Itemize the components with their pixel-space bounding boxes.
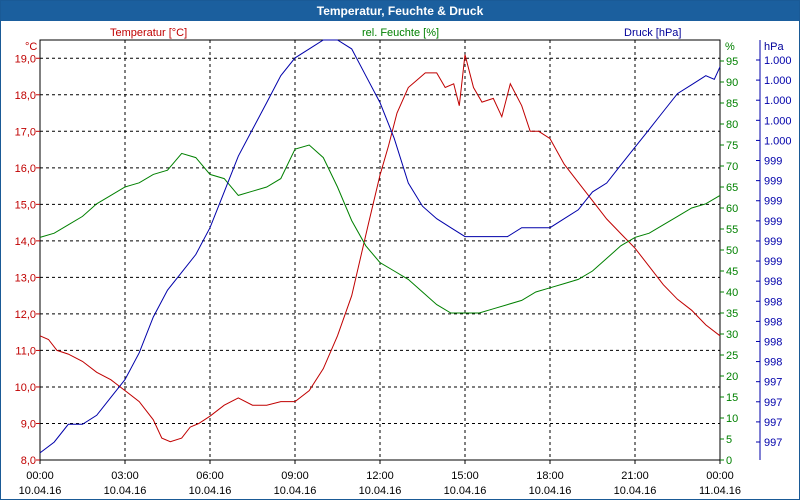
pressure-tick-label: 999 [764, 256, 782, 268]
pressure-tick-label: 999 [764, 176, 782, 188]
pressure-tick-label: 999 [764, 196, 782, 208]
temperature-tick-label: 17,0 [15, 126, 36, 138]
pressure-tick-label: 997 [764, 437, 782, 449]
title-bar: Temperatur, Feuchte & Druck [1, 1, 799, 21]
x-tick-label-date: 10.04.16 [359, 485, 402, 497]
x-tick-label-time: 03:00 [111, 470, 139, 482]
temperature-tick-label: 9,0 [21, 418, 36, 430]
humidity-tick-label: 55 [726, 224, 738, 236]
x-tick-label-time: 15:00 [451, 470, 479, 482]
pressure-tick-label: 1.000 [764, 75, 792, 87]
x-tick-label-date: 10.04.16 [444, 485, 487, 497]
humidity-tick-label: 50 [726, 245, 738, 257]
humidity-tick-label: 70 [726, 161, 738, 173]
pressure-tick-label: 997 [764, 397, 782, 409]
humidity-tick-label: 40 [726, 287, 738, 299]
temperature-axis-label: Temperatur [°C] [110, 27, 187, 39]
pressure-unit: hPa [764, 41, 784, 53]
pressure-tick-label: 998 [764, 357, 782, 369]
pressure-tick-label: 998 [764, 296, 782, 308]
humidity-tick-label: 80 [726, 119, 738, 131]
x-tick-label-date: 10.04.16 [19, 485, 62, 497]
humidity-tick-label: 95 [726, 56, 738, 68]
x-tick-label-time: 21:00 [621, 470, 649, 482]
humidity-tick-label: 20 [726, 371, 738, 383]
x-tick-label-date: 10.04.16 [104, 485, 147, 497]
pressure-tick-label: 998 [764, 276, 782, 288]
temperature-tick-label: 16,0 [15, 163, 36, 175]
temperature-tick-label: 8,0 [21, 455, 36, 467]
temperature-unit: °C [25, 41, 37, 53]
series-line-temperature [39, 54, 721, 443]
humidity-tick-label: 5 [726, 434, 732, 446]
humidity-tick-label: 75 [726, 140, 738, 152]
pressure-tick-label: 999 [764, 216, 782, 228]
x-tick-label-date: 10.04.16 [529, 485, 572, 497]
humidity-tick-label: 10 [726, 413, 738, 425]
humidity-tick-label: 25 [726, 350, 738, 362]
x-tick-label-date: 10.04.16 [189, 485, 232, 497]
pressure-tick-label: 1.000 [764, 55, 792, 67]
window-title: Temperatur, Feuchte & Druck [316, 4, 484, 18]
humidity-tick-label: 30 [726, 329, 738, 341]
humidity-tick-label: 15 [726, 392, 738, 404]
temperature-tick-label: 19,0 [15, 53, 36, 65]
pressure-tick-label: 997 [764, 377, 782, 389]
x-tick-label-time: 06:00 [196, 470, 224, 482]
humidity-tick-label: 60 [726, 203, 738, 215]
humidity-tick-label: 0 [726, 455, 732, 467]
pressure-axis-label: Druck [hPa] [624, 27, 681, 39]
pressure-tick-label: 1.000 [764, 135, 792, 147]
humidity-tick-label: 65 [726, 182, 738, 194]
humidity-tick-label: 90 [726, 77, 738, 89]
pressure-tick-label: 998 [764, 316, 782, 328]
humidity-tick-label: 85 [726, 98, 738, 110]
pressure-tick-label: 998 [764, 336, 782, 348]
temperature-tick-label: 14,0 [15, 236, 36, 248]
pressure-tick-label: 997 [764, 417, 782, 429]
x-tick-label-time: 12:00 [366, 470, 394, 482]
humidity-tick-label: 45 [726, 266, 738, 278]
series-line-pressure [39, 39, 721, 454]
x-tick-label-time: 09:00 [281, 470, 309, 482]
x-tick-label-time: 00:00 [26, 470, 54, 482]
x-tick-label-time: 18:00 [536, 470, 564, 482]
series-layer [39, 39, 721, 454]
axes: 00:00 10.04.16 03:00 10.04.16 06:00 10.04.16 0… [15, 40, 792, 497]
x-tick-label-date: 11.04.16 [699, 485, 741, 497]
series-line-humidity [39, 144, 721, 314]
temperature-tick-label: 12,0 [15, 309, 36, 321]
humidity-tick-label: 35 [726, 308, 738, 320]
pressure-tick-label: 999 [764, 156, 782, 168]
temperature-tick-label: 13,0 [15, 272, 36, 284]
x-tick-label-date: 10.04.16 [274, 485, 317, 497]
humidity-axis-label: rel. Feuchte [%] [362, 27, 439, 39]
temperature-tick-label: 10,0 [15, 382, 36, 394]
temperature-tick-label: 18,0 [15, 90, 36, 102]
x-tick-label-time: 00:00 [706, 470, 734, 482]
pressure-tick-label: 1.000 [764, 95, 792, 107]
x-tick-label-date: 10.04.16 [614, 485, 657, 497]
humidity-unit: % [725, 41, 735, 53]
pressure-tick-label: 999 [764, 236, 782, 248]
temperature-tick-label: 11,0 [15, 345, 36, 357]
temperature-tick-label: 15,0 [15, 199, 36, 211]
pressure-tick-label: 1.000 [764, 115, 792, 127]
